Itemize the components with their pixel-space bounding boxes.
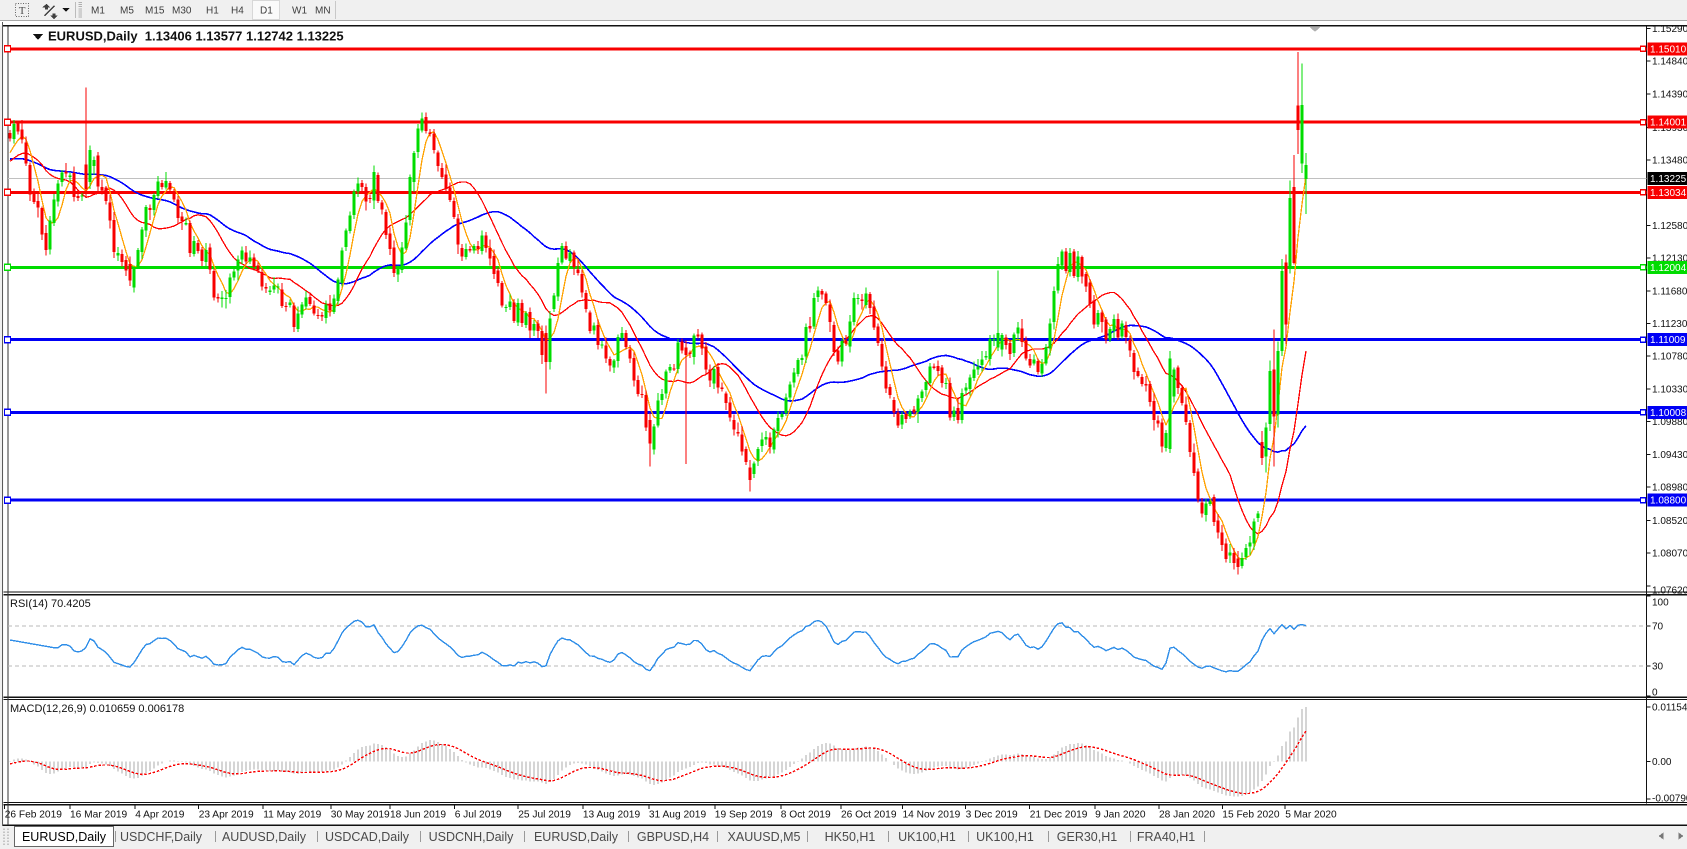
svg-text:31 Aug 2019: 31 Aug 2019 bbox=[649, 810, 707, 821]
svg-text:26 Feb 2019: 26 Feb 2019 bbox=[5, 810, 63, 821]
svg-text:AUDUSD,Daily: AUDUSD,Daily bbox=[222, 830, 307, 844]
svg-text:GER30,H1: GER30,H1 bbox=[1057, 830, 1117, 844]
svg-text:M1: M1 bbox=[91, 6, 105, 17]
svg-text:-0.007908: -0.007908 bbox=[1652, 793, 1687, 804]
svg-text:H1: H1 bbox=[206, 6, 219, 17]
svg-text:HK50,H1: HK50,H1 bbox=[825, 830, 876, 844]
svg-text:21 Dec 2019: 21 Dec 2019 bbox=[1030, 810, 1088, 821]
svg-text:23 Apr 2019: 23 Apr 2019 bbox=[199, 810, 254, 821]
svg-text:EURUSD,Daily: EURUSD,Daily bbox=[534, 830, 619, 844]
svg-text:W1: W1 bbox=[292, 6, 307, 17]
svg-text:T: T bbox=[19, 5, 26, 17]
svg-text:EURUSD,Daily 1.13406 1.13577: EURUSD,Daily 1.13406 1.13577 1.12742 1.1… bbox=[48, 29, 344, 44]
svg-text:8 Oct 2019: 8 Oct 2019 bbox=[781, 810, 831, 821]
svg-text:0.00: 0.00 bbox=[1652, 757, 1672, 768]
svg-text:1.15010: 1.15010 bbox=[1650, 44, 1687, 55]
svg-text:14 Nov 2019: 14 Nov 2019 bbox=[903, 810, 961, 821]
svg-text:1.10330: 1.10330 bbox=[1652, 384, 1687, 395]
svg-text:25 Jul 2019: 25 Jul 2019 bbox=[518, 810, 571, 821]
svg-text:1.08980: 1.08980 bbox=[1652, 483, 1687, 494]
svg-text:1.14840: 1.14840 bbox=[1652, 57, 1687, 68]
svg-text:16 Mar 2019: 16 Mar 2019 bbox=[70, 810, 128, 821]
svg-text:GBPUSD,H4: GBPUSD,H4 bbox=[637, 830, 709, 844]
svg-text:1.11230: 1.11230 bbox=[1652, 319, 1687, 330]
svg-text:UK100,H1: UK100,H1 bbox=[898, 830, 956, 844]
svg-text:M30: M30 bbox=[172, 6, 192, 17]
svg-text:1.14001: 1.14001 bbox=[1650, 118, 1687, 129]
svg-text:1.13034: 1.13034 bbox=[1650, 188, 1687, 199]
svg-text:6 Jul 2019: 6 Jul 2019 bbox=[455, 810, 502, 821]
svg-text:1.14390: 1.14390 bbox=[1652, 89, 1687, 100]
svg-text:13 Aug 2019: 13 Aug 2019 bbox=[583, 810, 641, 821]
svg-text:M5: M5 bbox=[120, 6, 134, 17]
svg-text:9 Jan 2020: 9 Jan 2020 bbox=[1095, 810, 1146, 821]
svg-text:70: 70 bbox=[1652, 622, 1664, 633]
svg-text:D1: D1 bbox=[260, 6, 273, 17]
svg-text:1.12004: 1.12004 bbox=[1650, 263, 1687, 274]
svg-text:18 Jun 2019: 18 Jun 2019 bbox=[390, 810, 446, 821]
svg-text:1.12130: 1.12130 bbox=[1652, 254, 1687, 265]
svg-text:1.08800: 1.08800 bbox=[1650, 496, 1687, 507]
svg-text:XAUUSD,M5: XAUUSD,M5 bbox=[728, 830, 801, 844]
svg-text:15 Feb 2020: 15 Feb 2020 bbox=[1222, 810, 1280, 821]
svg-text:H4: H4 bbox=[231, 6, 244, 17]
svg-text:5 Mar 2020: 5 Mar 2020 bbox=[1285, 810, 1337, 821]
svg-text:1.09880: 1.09880 bbox=[1652, 417, 1687, 428]
svg-text:1.11009: 1.11009 bbox=[1650, 335, 1686, 346]
svg-text:USDCAD,Daily: USDCAD,Daily bbox=[325, 830, 410, 844]
svg-text:USDCHF,Daily: USDCHF,Daily bbox=[120, 830, 203, 844]
svg-text:EURUSD,Daily: EURUSD,Daily bbox=[22, 830, 107, 844]
svg-text:MN: MN bbox=[315, 6, 331, 17]
svg-text:1.15290: 1.15290 bbox=[1652, 24, 1687, 35]
svg-text:0: 0 bbox=[1652, 688, 1658, 699]
svg-text:3 Dec 2019: 3 Dec 2019 bbox=[966, 810, 1018, 821]
svg-text:30: 30 bbox=[1652, 662, 1664, 673]
svg-text:100: 100 bbox=[1652, 598, 1669, 609]
svg-text:1.10008: 1.10008 bbox=[1650, 408, 1687, 419]
svg-text:1.13480: 1.13480 bbox=[1652, 156, 1687, 167]
svg-text:RSI(14) 70.4205: RSI(14) 70.4205 bbox=[10, 598, 91, 610]
svg-text:1.07620: 1.07620 bbox=[1652, 585, 1687, 596]
svg-text:11 May 2019: 11 May 2019 bbox=[263, 810, 321, 821]
svg-text:UK100,H1: UK100,H1 bbox=[976, 830, 1034, 844]
svg-text:28 Jan 2020: 28 Jan 2020 bbox=[1159, 810, 1215, 821]
svg-text:19 Sep 2019: 19 Sep 2019 bbox=[715, 810, 773, 821]
svg-text:26 Oct 2019: 26 Oct 2019 bbox=[841, 810, 897, 821]
svg-text:30 May 2019: 30 May 2019 bbox=[331, 810, 390, 821]
svg-text:1.11680: 1.11680 bbox=[1652, 286, 1687, 297]
svg-text:FRA40,H1: FRA40,H1 bbox=[1137, 830, 1195, 844]
svg-text:1.12580: 1.12580 bbox=[1652, 221, 1687, 232]
svg-text:0.011543: 0.011543 bbox=[1652, 702, 1687, 713]
svg-text:USDCNH,Daily: USDCNH,Daily bbox=[429, 830, 514, 844]
svg-text:4 Apr 2019: 4 Apr 2019 bbox=[135, 810, 185, 821]
svg-text:1.13225: 1.13225 bbox=[1650, 174, 1687, 185]
svg-text:1.08070: 1.08070 bbox=[1652, 549, 1687, 560]
svg-text:MACD(12,26,9) 0.010659 0.00617: MACD(12,26,9) 0.010659 0.006178 bbox=[10, 703, 184, 715]
svg-text:M15: M15 bbox=[145, 6, 165, 17]
svg-text:1.08520: 1.08520 bbox=[1652, 516, 1687, 527]
svg-text:1.09430: 1.09430 bbox=[1652, 450, 1687, 461]
svg-text:1.10780: 1.10780 bbox=[1652, 352, 1687, 363]
